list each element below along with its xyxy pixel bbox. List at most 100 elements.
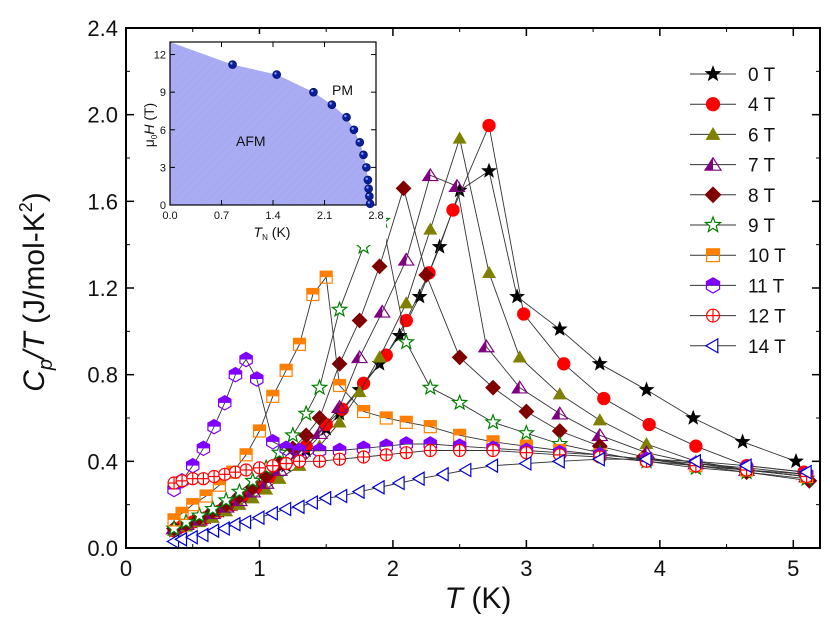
- inset-y-tick-label: 6: [160, 125, 166, 137]
- x-axis-title: T (K): [445, 582, 512, 615]
- legend-label: 9 T: [748, 216, 776, 237]
- data-point: [292, 454, 307, 468]
- main-plot-series: [165, 118, 818, 550]
- data-point: [638, 451, 652, 467]
- inset-data-point: [349, 125, 359, 135]
- data-point: [279, 440, 293, 457]
- x-tick-label: 0: [120, 556, 132, 581]
- legend-marker: [705, 308, 720, 323]
- data-point: [517, 423, 536, 441]
- inset-data-point: [359, 150, 368, 160]
- legend-label: 4 T: [748, 95, 776, 116]
- data-point: [371, 479, 385, 495]
- data-point: [195, 527, 209, 543]
- data-point: [186, 498, 200, 512]
- data-point: [687, 453, 701, 469]
- data-point: [230, 482, 249, 500]
- legend-entry: 0 T: [690, 65, 776, 86]
- y-tick-label: 0.4: [87, 449, 118, 474]
- data-point: [334, 488, 348, 504]
- data-point: [418, 267, 435, 283]
- inset-data-point: [363, 175, 373, 185]
- legend-marker: [705, 248, 720, 263]
- data-point: [451, 349, 468, 366]
- data-point: [518, 403, 535, 420]
- data-point: [185, 457, 200, 474]
- inset-x-tick-label: 2.1: [317, 210, 332, 222]
- data-point: [391, 475, 405, 491]
- y-tick-label: 2.0: [87, 103, 118, 128]
- legend-label: 6 T: [748, 125, 776, 146]
- inset-data-point: [365, 191, 374, 201]
- data-point: [318, 490, 332, 506]
- data-point: [689, 439, 703, 453]
- data-point: [482, 118, 496, 133]
- data-point: [351, 312, 368, 329]
- data-point: [411, 471, 425, 487]
- data-point: [798, 464, 812, 480]
- data-point: [399, 296, 414, 309]
- afm-region-hatch: [170, 42, 371, 205]
- data-point: [379, 448, 393, 462]
- data-point: [238, 514, 252, 530]
- data-point: [373, 304, 391, 318]
- data-point: [330, 300, 349, 318]
- data-point: [175, 474, 189, 488]
- data-point: [244, 471, 262, 489]
- data-point: [638, 381, 655, 397]
- data-point: [685, 409, 702, 425]
- data-point: [350, 349, 369, 364]
- y-tick-label: 1.6: [87, 189, 118, 214]
- data-point: [446, 203, 460, 217]
- data-point: [278, 501, 292, 517]
- legend-entry: 10 T: [690, 246, 786, 267]
- data-point: [734, 433, 751, 449]
- data-point: [239, 463, 253, 477]
- data-point: [352, 385, 367, 398]
- data-point: [279, 363, 293, 377]
- data-point: [592, 413, 607, 426]
- inset-data-point: [327, 100, 337, 109]
- legend-marker: [703, 156, 723, 171]
- data-point: [423, 222, 438, 235]
- data-point: [207, 469, 221, 484]
- data-point: [272, 471, 287, 484]
- inset-x-axis-title: TN (K): [254, 224, 291, 242]
- data-point: [216, 520, 230, 537]
- data-point: [227, 516, 241, 532]
- data-point: [356, 404, 371, 419]
- data-point: [391, 327, 408, 343]
- data-point: [218, 467, 232, 481]
- x-tick-label: 3: [520, 556, 532, 581]
- data-point: [266, 434, 280, 450]
- main-plot-axes: 0 1 2 3 4 50.00.40.81.21.62.02.4: [87, 16, 821, 581]
- data-point: [453, 443, 467, 458]
- legend-label: 11 T: [748, 276, 785, 297]
- data-point: [423, 420, 437, 434]
- legend-label: 7 T: [748, 156, 776, 177]
- legend-marker: [704, 337, 719, 354]
- data-point: [397, 332, 416, 350]
- legend-label: 0 T: [748, 65, 776, 86]
- legend: 0 T 4 T 6 T 7 T 8 T 9 T 10 T 11 T 12 T 14 T: [690, 65, 786, 358]
- data-point: [174, 531, 188, 547]
- data-point: [196, 440, 211, 457]
- legend-entry: 7 T: [690, 156, 776, 177]
- data-point: [330, 399, 349, 414]
- inset-data-point: [342, 112, 351, 122]
- data-point: [597, 391, 611, 406]
- data-point: [452, 131, 467, 144]
- inset-data-point: [309, 87, 318, 97]
- legend-entry: 4 T: [690, 95, 776, 116]
- data-point: [331, 355, 348, 372]
- data-point: [372, 350, 387, 363]
- data-point: [485, 379, 501, 396]
- legend-entry: 12 T: [690, 307, 786, 328]
- data-point: [196, 472, 211, 486]
- data-point: [284, 426, 302, 443]
- legend-marker: [704, 186, 722, 204]
- data-point: [421, 167, 439, 182]
- data-point: [264, 505, 278, 521]
- data-point: [351, 484, 365, 500]
- inset-data-point: [272, 70, 281, 79]
